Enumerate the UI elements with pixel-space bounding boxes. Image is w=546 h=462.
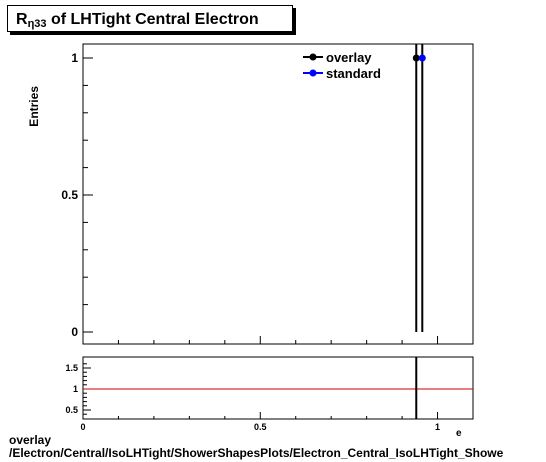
ratio-x-tick-label: 1 (435, 422, 440, 432)
legend-label-overlay: overlay (326, 50, 372, 65)
ratio-x-tick-label: 0.5 (254, 422, 267, 432)
y-tick-label: 0 (71, 325, 78, 339)
ratio-y-tick-label: 0.5 (65, 405, 78, 415)
y-tick-label: 1 (71, 51, 78, 65)
legend-marker-standard (309, 69, 317, 77)
y-tick-label: 0.5 (61, 188, 78, 202)
title-rest: of LHTight Central Electron (46, 11, 259, 28)
footer-line-1: overlay (9, 433, 52, 447)
ratio-y-tick-label: 1.5 (65, 363, 78, 373)
ratio-plot-layer: 0.511.50 0.5 1 (65, 357, 474, 432)
ratio-y-tick-label: 1 (73, 384, 78, 394)
ratio-plot-frame (82, 356, 474, 420)
legend-label-standard: standard (326, 66, 381, 81)
ratio-x-label-fragment: e (456, 428, 462, 439)
main-plot-frame (82, 43, 474, 345)
series-point-overlay (412, 54, 420, 62)
chart-title: Rη33 of LHTight Central Electron (7, 5, 293, 32)
y-axis-label: Entries (27, 86, 41, 127)
ratio-x-tick-label: 0 (80, 422, 85, 432)
series-point-standard (418, 54, 426, 62)
title-main: R (16, 11, 28, 28)
legend-marker-overlay (309, 53, 317, 61)
title-subscript: η33 (27, 18, 47, 30)
footer-line-2: /Electron/Central/IsoLHTight/ShowerShape… (9, 446, 504, 460)
